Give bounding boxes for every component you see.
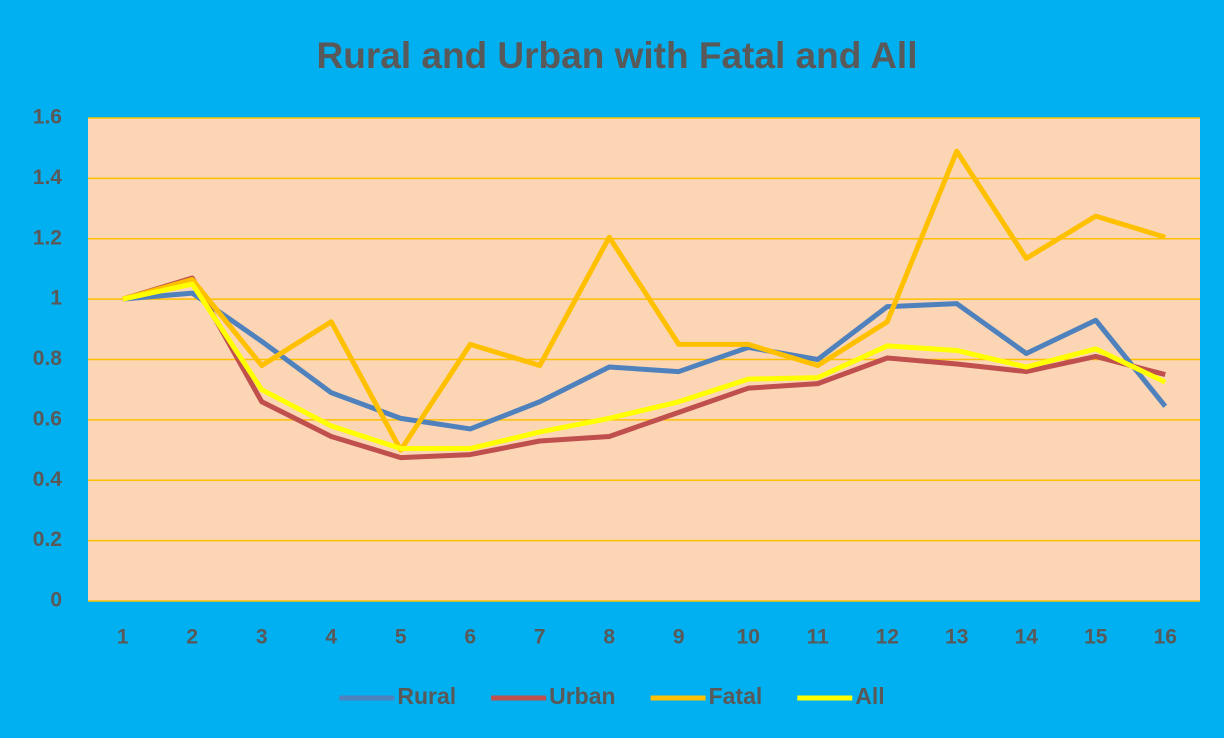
- x-tick-label: 11: [807, 626, 830, 649]
- series-line: [122, 148, 1166, 453]
- x-tick-label: 15: [1084, 626, 1108, 649]
- y-tick-label: 0.8: [33, 347, 63, 370]
- x-tick-label: 3: [256, 626, 268, 649]
- legend-label: All: [855, 683, 884, 709]
- chart-title: Rural and Urban with Fatal and All: [317, 35, 918, 76]
- y-tick-label: 0: [50, 589, 62, 612]
- y-tick-label: 0.2: [33, 528, 62, 551]
- y-tick-label: 1.2: [33, 226, 62, 249]
- x-tick-label: 16: [1154, 626, 1177, 649]
- legend-label: Fatal: [709, 683, 763, 709]
- x-tick-label: 12: [876, 626, 899, 649]
- y-tick-label: 0.4: [33, 468, 63, 491]
- series-line: [122, 290, 1168, 432]
- x-tick-label: 14: [1015, 626, 1039, 649]
- x-tick-label: 5: [395, 626, 407, 649]
- y-tick-label: 0.6: [33, 407, 62, 430]
- x-tick-label: 13: [945, 626, 968, 649]
- legend-label: Rural: [397, 683, 456, 709]
- x-tick-label: 2: [186, 626, 198, 649]
- y-tick-label: 1.4: [33, 166, 63, 189]
- legend-label: Urban: [549, 683, 615, 709]
- x-tick-label: 6: [464, 626, 476, 649]
- x-tick-label: 10: [737, 626, 760, 649]
- x-tick-label: 8: [603, 626, 615, 649]
- y-tick-label: 1.6: [33, 106, 62, 129]
- series-line: [122, 281, 1167, 452]
- x-tick-label: 9: [673, 626, 685, 649]
- y-tick-label: 1: [50, 287, 62, 310]
- x-tick-label: 1: [117, 626, 129, 649]
- x-tick-label: 7: [534, 626, 546, 649]
- x-tick-label: 4: [325, 626, 337, 649]
- series-line: [122, 275, 1166, 461]
